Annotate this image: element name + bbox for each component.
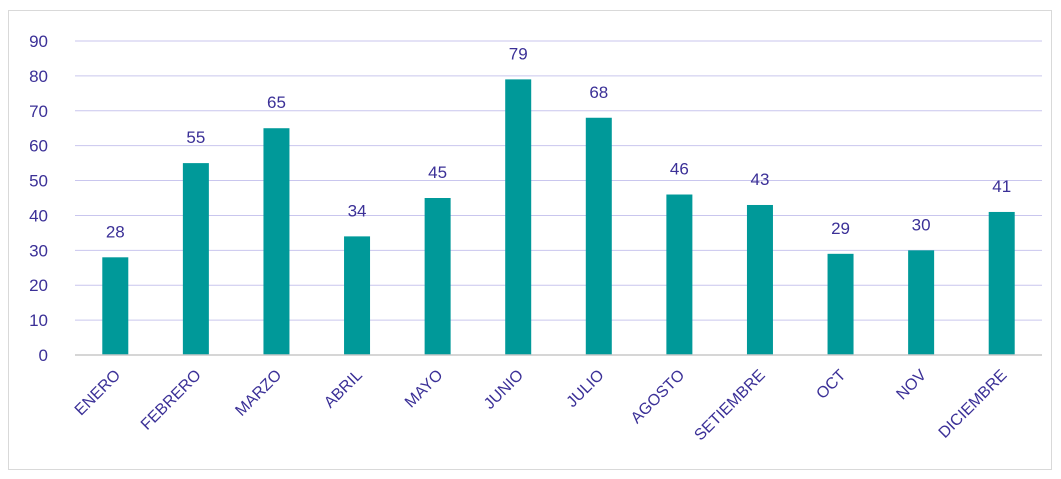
x-tick-label: MARZO	[232, 367, 285, 420]
y-tick-label: 40	[29, 206, 48, 225]
x-tick-label: OCT	[813, 367, 849, 403]
data-label: 65	[267, 93, 286, 112]
x-tick-label: SETIEMBRE	[691, 367, 768, 444]
data-label: 34	[348, 201, 367, 220]
bar	[827, 253, 854, 355]
y-tick-label: 20	[29, 276, 48, 295]
y-tick-label: 90	[29, 32, 48, 51]
x-tick-label: NOV	[893, 367, 930, 404]
data-label: 30	[912, 215, 931, 234]
x-tick-label: JULIO	[564, 367, 608, 411]
bar	[988, 211, 1015, 355]
y-axis-ticks: 0 10 20 30 40 50 60 70 80 90	[29, 32, 48, 365]
data-label: 68	[589, 83, 608, 102]
x-tick-label: ABRIL	[321, 367, 366, 412]
y-tick-label: 30	[29, 241, 48, 260]
data-label: 43	[750, 170, 769, 189]
bar	[908, 250, 935, 355]
bar	[746, 204, 773, 355]
y-tick-label: 10	[29, 311, 48, 330]
x-tick-label: MAYO	[402, 367, 447, 412]
data-label: 28	[106, 222, 125, 241]
bars	[102, 79, 1015, 355]
y-tick-label: 70	[29, 102, 48, 121]
gridlines	[75, 40, 1042, 321]
bar	[505, 79, 532, 355]
x-tick-label: AGOSTO	[628, 367, 688, 427]
data-label: 29	[831, 219, 850, 238]
bar	[585, 117, 612, 355]
y-tick-label: 60	[29, 137, 48, 156]
bar	[424, 198, 451, 355]
x-tick-label: JUNIO	[481, 367, 527, 413]
x-tick-label: DICIEMBRE	[936, 367, 1011, 442]
bar	[666, 194, 693, 355]
data-label: 55	[186, 128, 205, 147]
bar	[263, 128, 290, 355]
category-labels: ENERO FEBRERO MARZO ABRIL MAYO JUNIO JULIO AGOS…	[72, 367, 1011, 445]
y-tick-label: 50	[29, 172, 48, 191]
data-label: 45	[428, 163, 447, 182]
data-label: 46	[670, 160, 689, 179]
y-tick-label: 80	[29, 67, 48, 86]
bar	[344, 236, 371, 355]
x-tick-label: FEBRERO	[138, 367, 205, 434]
data-labels: 28 55 65 34 45 79 68 46 43 29 30 41	[106, 44, 1011, 241]
data-label: 41	[992, 177, 1011, 196]
x-tick-label: ENERO	[72, 367, 124, 419]
bar	[182, 163, 209, 355]
bar	[102, 257, 129, 355]
y-tick-label: 0	[39, 346, 48, 365]
data-label: 79	[509, 44, 528, 63]
